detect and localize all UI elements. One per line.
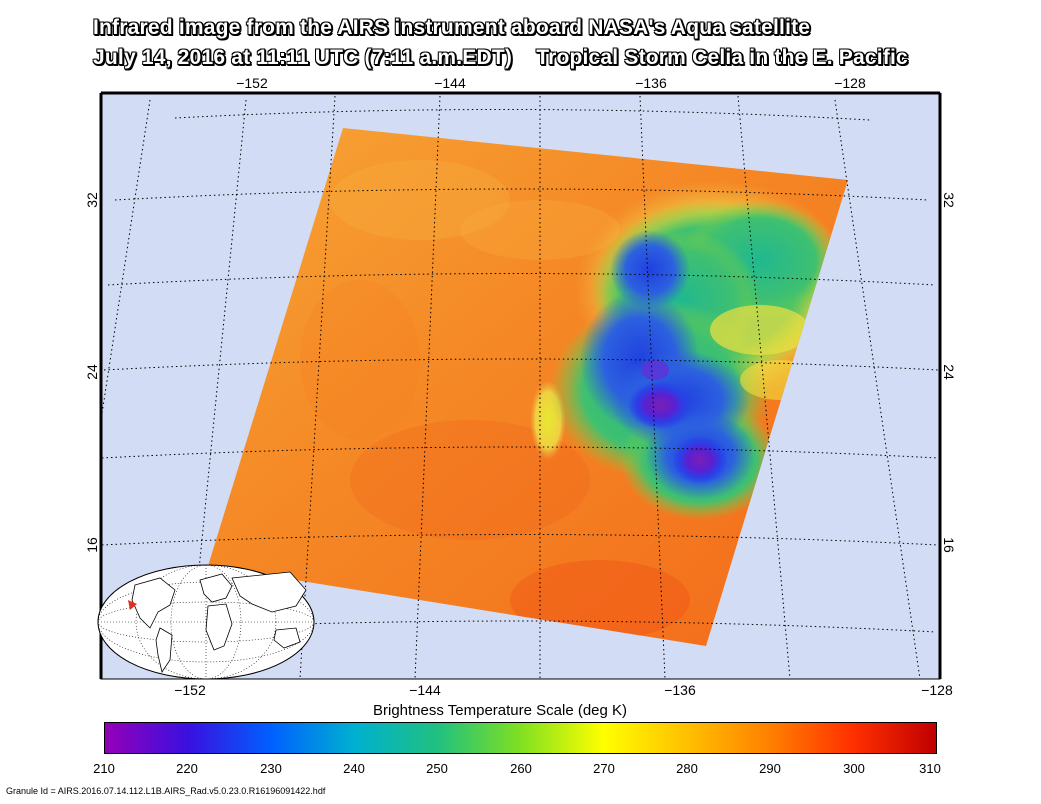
inset-globe: [97, 564, 315, 680]
bottom-lon-label: −136: [664, 682, 696, 698]
colorbar-tick: 210: [93, 761, 115, 776]
left-lat-label: 32: [84, 192, 100, 208]
right-lat-label: 32: [941, 192, 957, 208]
right-lat-label: 16: [941, 537, 957, 553]
map-figure: −152 −144 −136 −128 −152 −144 −136 −128 …: [84, 75, 957, 698]
bottom-lon-label: −144: [409, 682, 441, 698]
top-lon-label: −136: [635, 75, 667, 91]
colorbar-tick: 240: [343, 761, 365, 776]
colorbar-tick: 300: [843, 761, 865, 776]
title-line-2: July 14, 2016 at 11:11 UTC (7:11 a.m.EDT…: [93, 46, 908, 69]
colorbar-tick: 290: [759, 761, 781, 776]
storm-location-marker: [128, 600, 137, 610]
colorbar-tick: 270: [593, 761, 615, 776]
left-lat-label: 24: [84, 364, 100, 380]
bottom-lon-label: −128: [921, 682, 953, 698]
colorbar-tick: 220: [176, 761, 198, 776]
bottom-lon-label: −152: [174, 682, 206, 698]
colorbar-tick: 230: [260, 761, 282, 776]
colorbar-tick: 260: [510, 761, 532, 776]
graticule: [100, 95, 939, 680]
colorbar: [104, 722, 937, 754]
right-lat-label: 24: [941, 364, 957, 380]
top-lon-label: −152: [236, 75, 268, 91]
top-lon-label: −144: [434, 75, 466, 91]
granule-id: Granule Id = AIRS.2016.07.14.112.L1B.AIR…: [6, 786, 326, 796]
title-line-1: Infrared image from the AIRS instrument …: [93, 16, 811, 39]
colorbar-tick: 250: [426, 761, 448, 776]
top-lon-label: −128: [834, 75, 866, 91]
colorbar-tick: 280: [676, 761, 698, 776]
colorbar-tick: 310: [919, 761, 941, 776]
continents: [131, 571, 307, 673]
left-lat-label: 16: [84, 537, 100, 553]
colorbar-label: Brightness Temperature Scale (deg K): [373, 702, 628, 719]
